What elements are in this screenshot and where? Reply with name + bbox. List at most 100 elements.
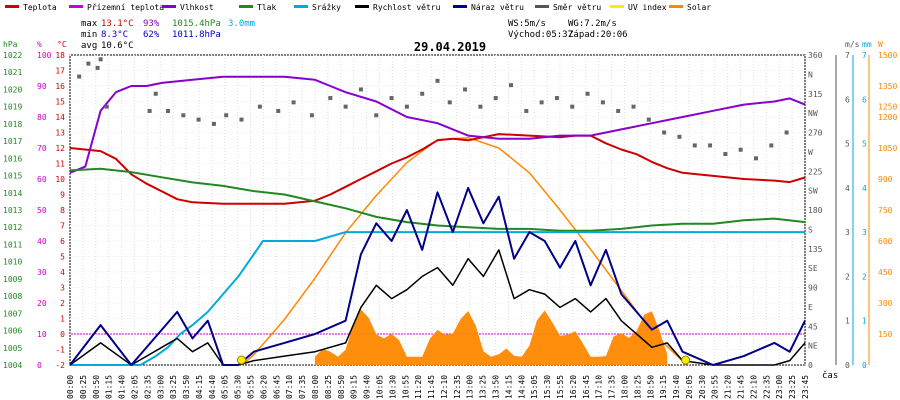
x-tick-label: 08:00 [311, 375, 320, 399]
wind-direction-point [420, 91, 425, 96]
axis-degc-tick: 14 [55, 113, 65, 122]
x-tick-label: 20:55 [711, 375, 720, 399]
stat-max-temp: 13.1°C [101, 19, 134, 29]
x-tick-label: 03:25 [169, 375, 178, 399]
wind-direction-point [478, 104, 483, 109]
wind-direction-point [181, 113, 186, 118]
wind-direction-point [769, 143, 774, 148]
x-tick-label: 06:20 [259, 375, 268, 399]
axis-mm-tick: 2 [862, 272, 867, 281]
stat-min-humidity: 62% [143, 30, 160, 40]
wind-direction-point [166, 108, 170, 113]
stat-min-pressure: 1011.8hPa [172, 30, 221, 40]
axis-dir-tick: SW [808, 187, 818, 196]
x-tick-label: 18:25 [633, 375, 642, 399]
x-tick-label: 10:30 [388, 375, 397, 399]
axis-degc-tick: 7 [60, 222, 65, 231]
legend-swatch [239, 5, 253, 8]
axis-degc-tick: -1 [55, 346, 65, 355]
axis-ms-tick: 0 [845, 361, 850, 370]
legend-swatch [5, 5, 19, 8]
axis-dir-tick: 0 [808, 361, 813, 370]
wind-direction-point [723, 152, 728, 157]
wind-direction-point [463, 87, 468, 92]
axis-degc-tick: 15 [55, 98, 65, 107]
axis-hpa-tick: 1007 [3, 309, 22, 318]
axis-ms-tick: 6 [845, 95, 850, 104]
axis-dir-tick: E [808, 303, 813, 312]
x-tick-label: 07:35 [298, 375, 307, 399]
wind-direction-point [677, 134, 682, 139]
axis-w-tick: 750 [878, 206, 893, 215]
axis-hpa-tick: 1015 [3, 172, 22, 181]
x-tick-label: 09:15 [350, 375, 359, 399]
x-axis: 00:00 00:25 00:50 01:15 01:40 02:05 02:35 03:00… [66, 375, 810, 399]
axis-degc-tick: 18 [55, 51, 65, 60]
x-axis-label: čas [822, 370, 838, 381]
axis-dir-tick: 270 [808, 129, 823, 138]
axis-w-tick: 1200 [878, 113, 897, 122]
x-tick-label: 09:40 [363, 375, 372, 399]
axis-hpa-tick: 1012 [3, 223, 22, 232]
axis-hpa-tick: 1021 [3, 68, 22, 77]
axis-degc-tick: 17 [55, 67, 65, 76]
axis-mm-tick: 5 [862, 140, 867, 149]
axis-ms-tick: 5 [845, 140, 850, 149]
axis-dir-tick: SE [808, 264, 818, 273]
axis-w-tick: 1250 [878, 103, 897, 112]
legend-swatch [453, 5, 467, 8]
wind-direction-point [358, 87, 363, 92]
legend-label: UV index [628, 3, 667, 12]
axis-w-tick: 1050 [878, 144, 897, 153]
x-tick-label: 02:35 [143, 375, 152, 399]
wind-direction-point [374, 113, 379, 118]
x-tick-label: 12:35 [453, 375, 462, 399]
wind-direction-point [646, 117, 651, 122]
legend-swatch [535, 5, 549, 8]
axis-mm-tick: 6 [862, 95, 867, 104]
stat-avg-temp: 10.6°C [101, 41, 134, 51]
x-tick-label: 13:50 [492, 375, 501, 399]
axis-degc-tick: 9 [60, 191, 65, 200]
axis-pct-title: % [37, 40, 42, 49]
axis-degc-tick: 12 [55, 144, 65, 153]
axis-dir-tick: 360 [808, 51, 823, 60]
solar-layer [241, 136, 687, 366]
axis-pct-tick: 70 [37, 144, 47, 153]
legend-label: Rychlost větru [373, 3, 441, 12]
x-tick-label: 16:45 [582, 375, 591, 399]
axis-dir-tick: 135 [808, 245, 823, 254]
axis-degc-tick: 4 [60, 268, 65, 277]
axis-hpa-tick: 1016 [3, 154, 22, 163]
axis-dir-tick: 90 [808, 284, 818, 293]
wind-direction-point [708, 143, 713, 148]
x-tick-label: 12:10 [440, 375, 449, 399]
axis-hpa-tick: 1017 [3, 137, 22, 146]
axis-degc-tick: 2 [60, 299, 65, 308]
axis-dir-tick: NW [808, 109, 818, 118]
wind-direction-point [784, 130, 789, 135]
x-tick-label: 01:40 [118, 375, 127, 399]
x-tick-label: 15:30 [543, 375, 552, 399]
x-tick-label: 22:10 [749, 375, 758, 399]
axis-w-tick: 450 [878, 268, 893, 277]
axis-mm-tick: 0 [862, 361, 867, 370]
axis-degc-tick: 8 [60, 206, 65, 215]
x-tick-label: 00:00 [66, 375, 75, 399]
wind-direction-point [509, 83, 513, 88]
x-tick-label: 14:15 [504, 375, 513, 399]
uv-marker [237, 355, 246, 365]
axis-hpa-tick: 1018 [3, 120, 22, 129]
x-tick-label: 13:00 [466, 375, 475, 399]
legend-label: Teplota [23, 3, 57, 12]
wind-direction-point [600, 100, 605, 105]
x-tick-label: 06:45 [272, 375, 281, 399]
axis-mm-tick: 4 [862, 184, 867, 193]
wind-direction-point [328, 96, 333, 101]
axis-degc-tick: -2 [55, 361, 65, 370]
wind-direction-point [435, 78, 440, 83]
axis-pct-tick: 90 [37, 82, 47, 91]
wind-direction-point [524, 108, 529, 113]
wind-direction-point [616, 108, 621, 113]
